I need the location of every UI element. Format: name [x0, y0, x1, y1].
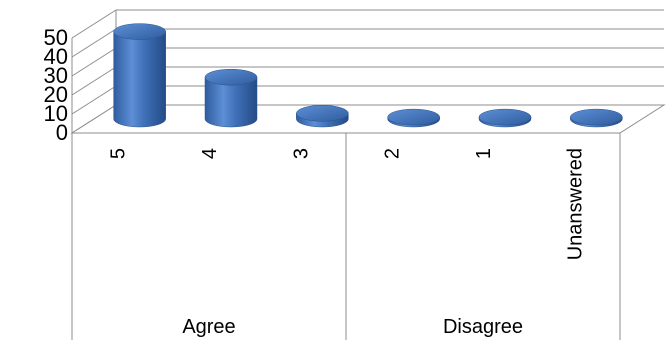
- bar-2: [387, 108, 440, 128]
- bar-top: [478, 108, 532, 126]
- bar-4: [204, 68, 258, 128]
- bar-Unanswered: [570, 108, 623, 128]
- y-tick-label: 0: [56, 120, 68, 145]
- y-tick-label: 20: [44, 82, 68, 107]
- y-tick-label: 30: [44, 63, 68, 88]
- gridline-side-30: [71, 47, 117, 77]
- x-tick-label: 1: [473, 148, 495, 159]
- x-tick-label: Unanswered: [564, 148, 586, 260]
- bar-1: [478, 108, 532, 128]
- bar-5: [113, 23, 166, 128]
- bar-top: [387, 108, 440, 126]
- bars: [113, 23, 623, 128]
- x-tick-label: 2: [382, 148, 404, 159]
- bar-3: [296, 105, 349, 128]
- x-axis: 5 4 3 2 1 Unanswered Agree Disagree: [71, 133, 621, 340]
- gridline-side-50: [71, 9, 117, 39]
- y-tick-label: 50: [44, 25, 68, 50]
- x-tick-label: 4: [199, 148, 221, 159]
- bar-top: [204, 68, 258, 86]
- bar-top: [113, 23, 166, 40]
- bar-top: [296, 105, 349, 122]
- bar-body: [113, 31, 166, 128]
- x-tick-label: 3: [290, 148, 312, 159]
- bar-body: [204, 76, 258, 128]
- gridline-side-40: [71, 28, 117, 58]
- group-label: Disagree: [443, 316, 523, 338]
- gridline-side-20: [71, 66, 117, 96]
- bar-top: [570, 108, 623, 126]
- gridline-side-10: [71, 85, 117, 115]
- y-tick-label: 10: [44, 101, 68, 126]
- y-tick-label: 40: [44, 44, 68, 69]
- x-tick-label: 5: [108, 148, 130, 159]
- group-label: Agree: [182, 316, 235, 338]
